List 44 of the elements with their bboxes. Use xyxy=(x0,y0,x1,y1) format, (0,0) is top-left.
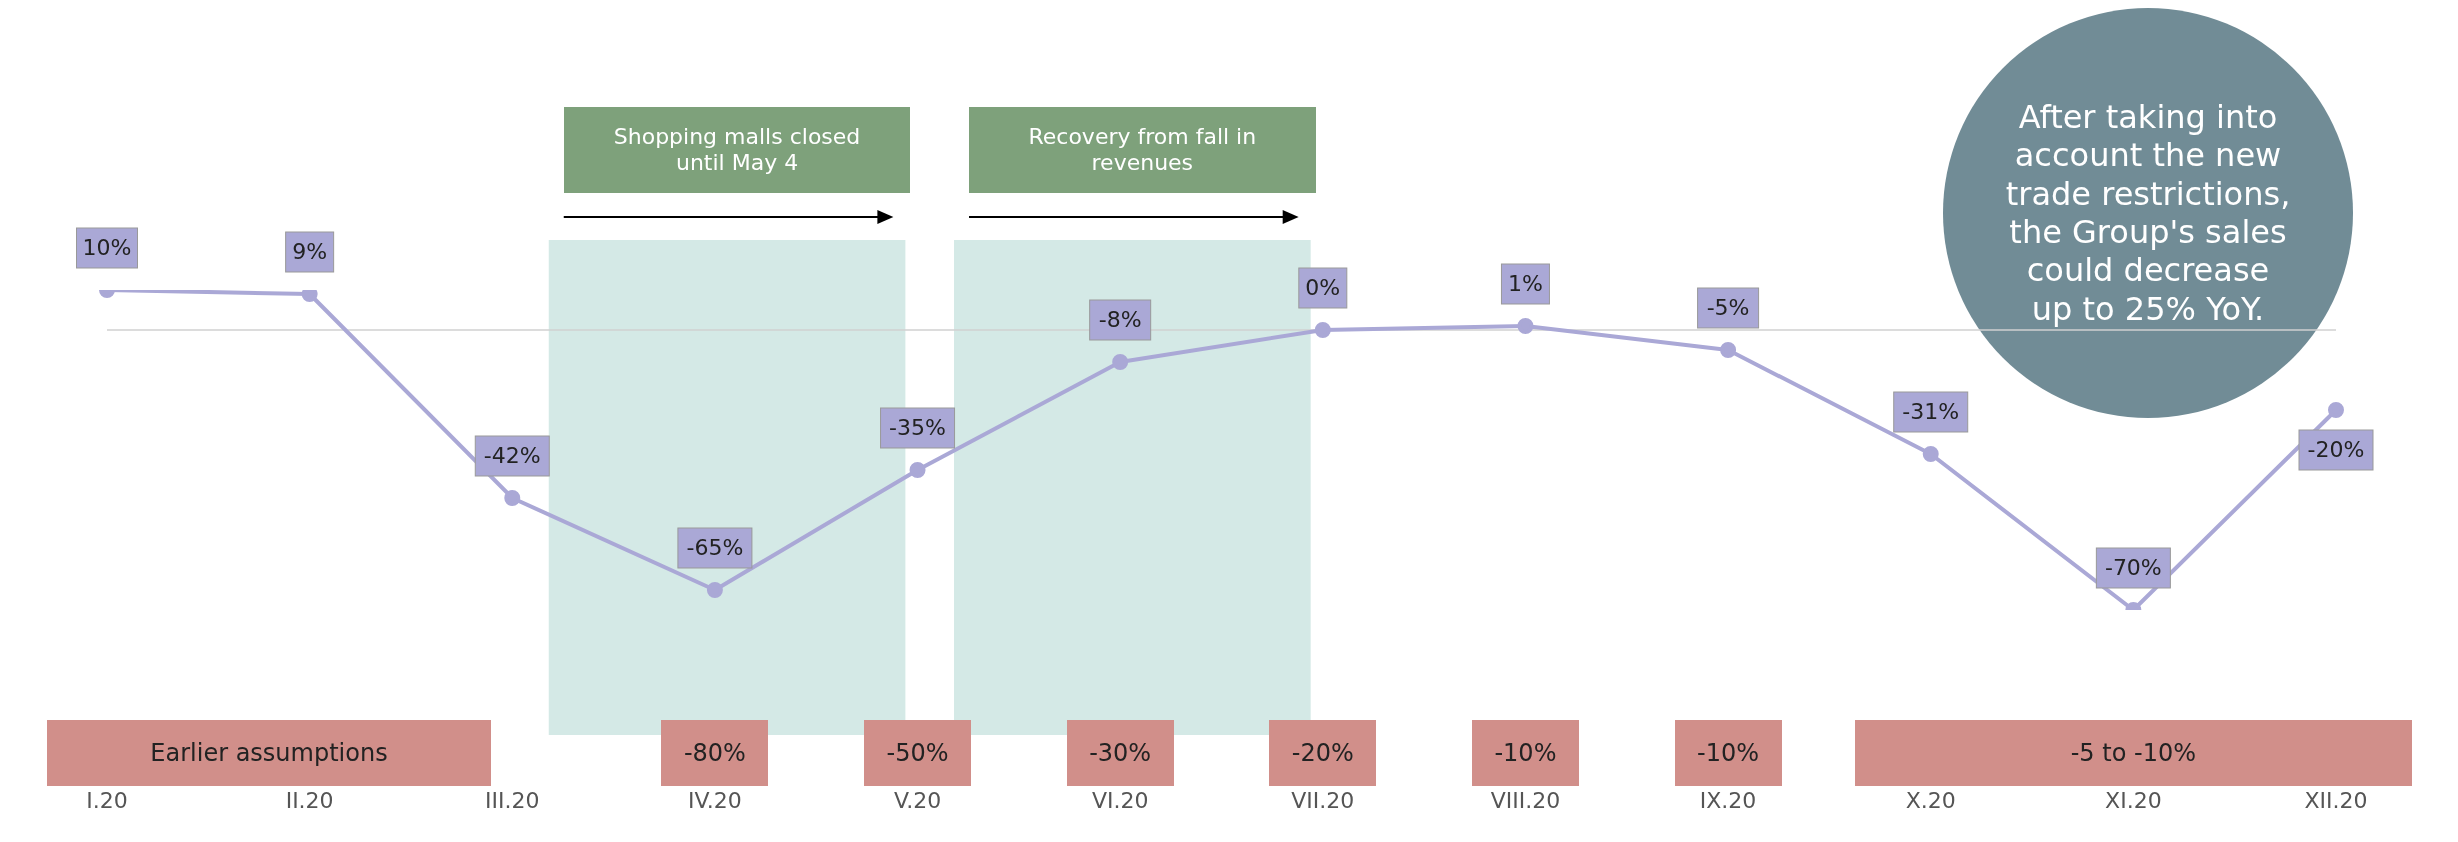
x-tick-label: VI.20 xyxy=(1091,788,1149,813)
text: -80% xyxy=(661,720,769,786)
x-tick-label: VIII.20 xyxy=(1490,788,1561,813)
data-label: -42% xyxy=(483,443,541,468)
text: -10% xyxy=(1471,720,1579,786)
text: -10% xyxy=(1674,720,1782,786)
point xyxy=(504,490,521,506)
data-label: 0% xyxy=(1305,275,1341,300)
data-label: -20% xyxy=(2307,437,2365,462)
x-tick-label: VII.20 xyxy=(1291,788,1355,813)
x-tick-label: XI.20 xyxy=(2105,788,2162,813)
data-label: -70% xyxy=(2104,555,2162,580)
point xyxy=(1720,342,1737,358)
text: Earlier assumptions xyxy=(47,720,491,786)
point xyxy=(706,582,723,598)
data-label: -8% xyxy=(1098,307,1142,332)
data-label: -65% xyxy=(686,535,744,560)
x-tick-label: I.20 xyxy=(86,788,128,813)
data-label: -35% xyxy=(889,415,946,440)
band-label: Shopping malls closed until May 4 xyxy=(563,107,911,193)
point xyxy=(1112,354,1129,370)
band-label: Recovery from fall in revenues xyxy=(969,107,1316,193)
x-tick-label: IX.20 xyxy=(1699,788,1757,813)
point xyxy=(1922,446,1939,462)
text: -30% xyxy=(1066,720,1174,786)
x-tick-label: XII.20 xyxy=(2304,788,2368,813)
text: -20% xyxy=(1269,720,1377,786)
x-tick-label: III.20 xyxy=(485,788,540,813)
point xyxy=(301,290,318,302)
point xyxy=(909,462,926,478)
x-tick-label: X.20 xyxy=(1905,788,1956,813)
text: -5 to -10% xyxy=(1854,720,2412,786)
data-label: 10% xyxy=(82,235,132,260)
point xyxy=(1314,322,1331,338)
x-tick-label: II.20 xyxy=(285,788,334,813)
point xyxy=(1517,318,1534,334)
data-label: -5% xyxy=(1706,295,1750,320)
data-label: 9% xyxy=(292,239,328,264)
text: -50% xyxy=(864,720,972,786)
data-label: 1% xyxy=(1508,271,1543,296)
data-label: -31% xyxy=(1902,399,1960,424)
point xyxy=(2328,402,2344,418)
x-tick-label: IV.20 xyxy=(688,788,742,813)
x-tick-label: V.20 xyxy=(893,788,942,813)
